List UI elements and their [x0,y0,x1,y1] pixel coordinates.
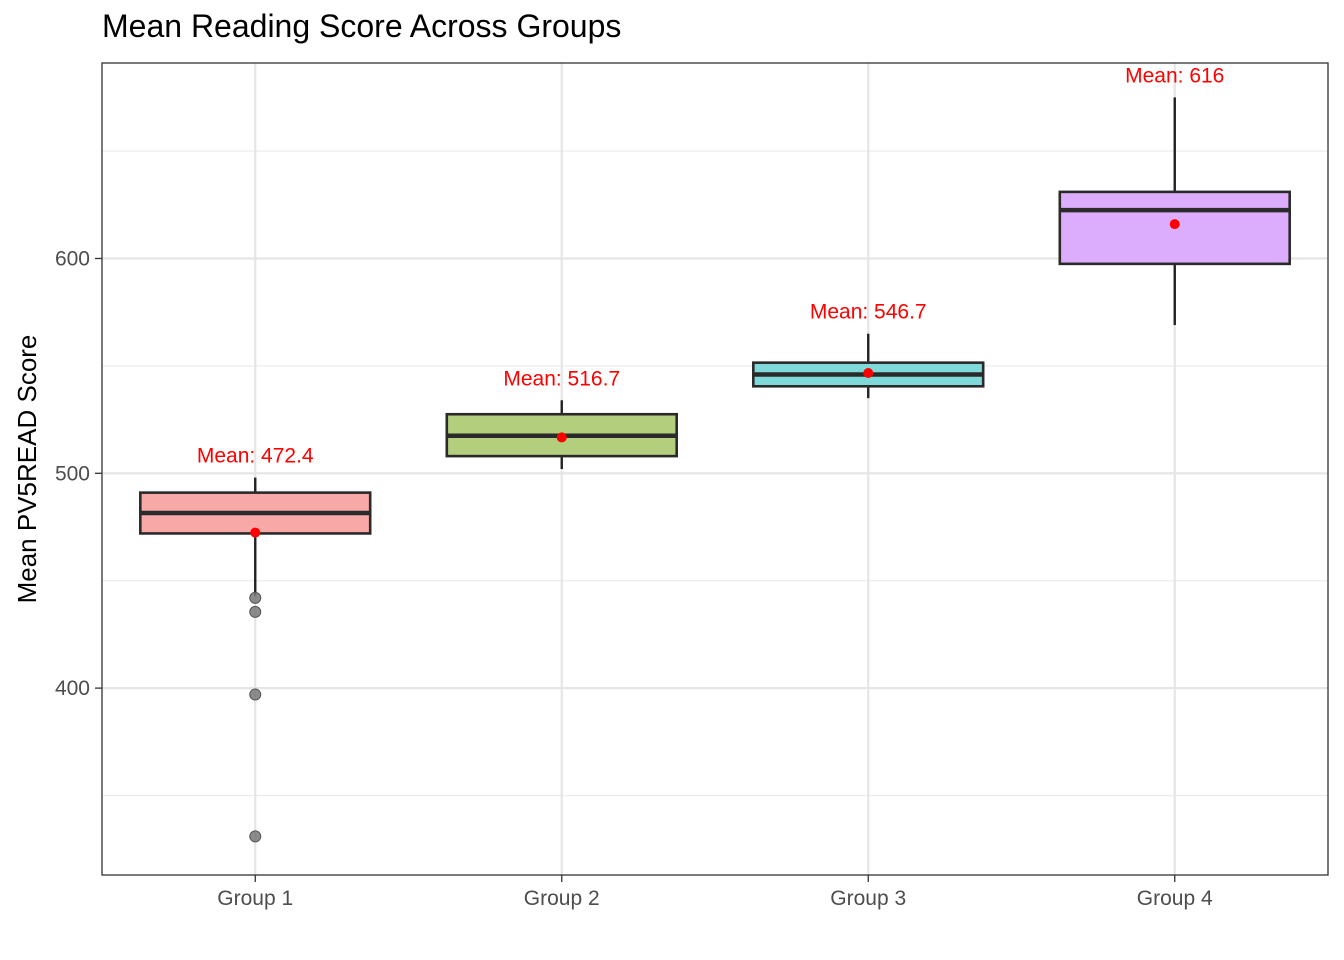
outlier-point [249,591,262,604]
chart-title: Mean Reading Score Across Groups [102,8,622,44]
mean-label-layer: Mean: 472.4 Mean: 516.7 Mean: 546.7 Mean: 6… [197,64,1225,467]
mean-point [250,527,261,538]
y-tick-label: 600 [55,247,90,270]
outlier-point [249,830,262,843]
x-tick-label: Group 4 [1137,887,1213,910]
mean-label: Mean: 546.7 [810,301,927,324]
x-tick-label: Group 1 [217,887,293,910]
x-tick-label: Group 3 [830,887,906,910]
mean-label: Mean: 472.4 [197,445,314,468]
mean-label: Mean: 616 [1125,64,1224,87]
outlier-point [249,688,262,701]
mean-point [556,432,567,443]
mean-point [1169,219,1180,230]
mean-point [863,367,874,378]
y-tick-label: 500 [55,462,90,485]
y-axis-title: Mean PV5READ Score [12,335,42,604]
mean-label: Mean: 516.7 [503,367,620,390]
x-tick-label: Group 2 [524,887,600,910]
box-layer [139,97,1291,843]
y-tick-label: 400 [55,677,90,700]
axis-layer: 400 500 600 Group 1 Group 2 Group 3 Group 4 [55,247,1213,910]
grid-layer [102,63,1328,875]
panel-border [101,62,1329,876]
outlier-point [249,605,262,618]
